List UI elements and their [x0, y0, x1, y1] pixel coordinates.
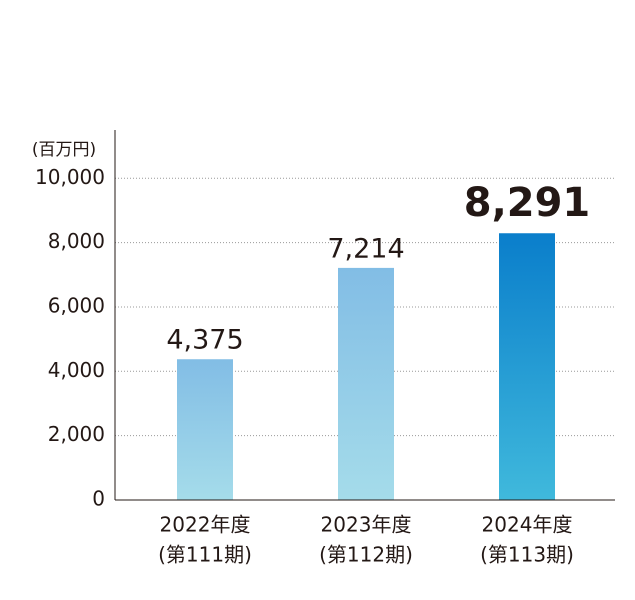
- y-tick-label: 6,000: [48, 293, 105, 317]
- x-tick-sublabel: (第113期): [480, 543, 574, 567]
- y-tick-label: 2,000: [48, 422, 105, 446]
- x-tick-sublabel: (第111期): [158, 543, 252, 567]
- bar: [177, 359, 233, 500]
- bar: [499, 233, 555, 500]
- y-axis-unit: (百万円): [32, 140, 96, 160]
- bar: [338, 267, 394, 500]
- value-label: 4,375: [166, 325, 243, 356]
- y-tick-label: 10,000: [35, 165, 105, 189]
- x-tick-label: 2023年度: [321, 513, 412, 537]
- y-tick-label: 8,000: [48, 229, 105, 253]
- x-tick-sublabel: (第112期): [319, 543, 413, 567]
- y-tick-label: 4,000: [48, 358, 105, 382]
- value-label: 8,291: [464, 180, 591, 226]
- value-label: 7,214: [327, 233, 404, 264]
- x-tick-label: 2024年度: [482, 513, 573, 537]
- x-tick-label: 2022年度: [160, 513, 251, 537]
- y-tick-label: 0: [92, 487, 105, 511]
